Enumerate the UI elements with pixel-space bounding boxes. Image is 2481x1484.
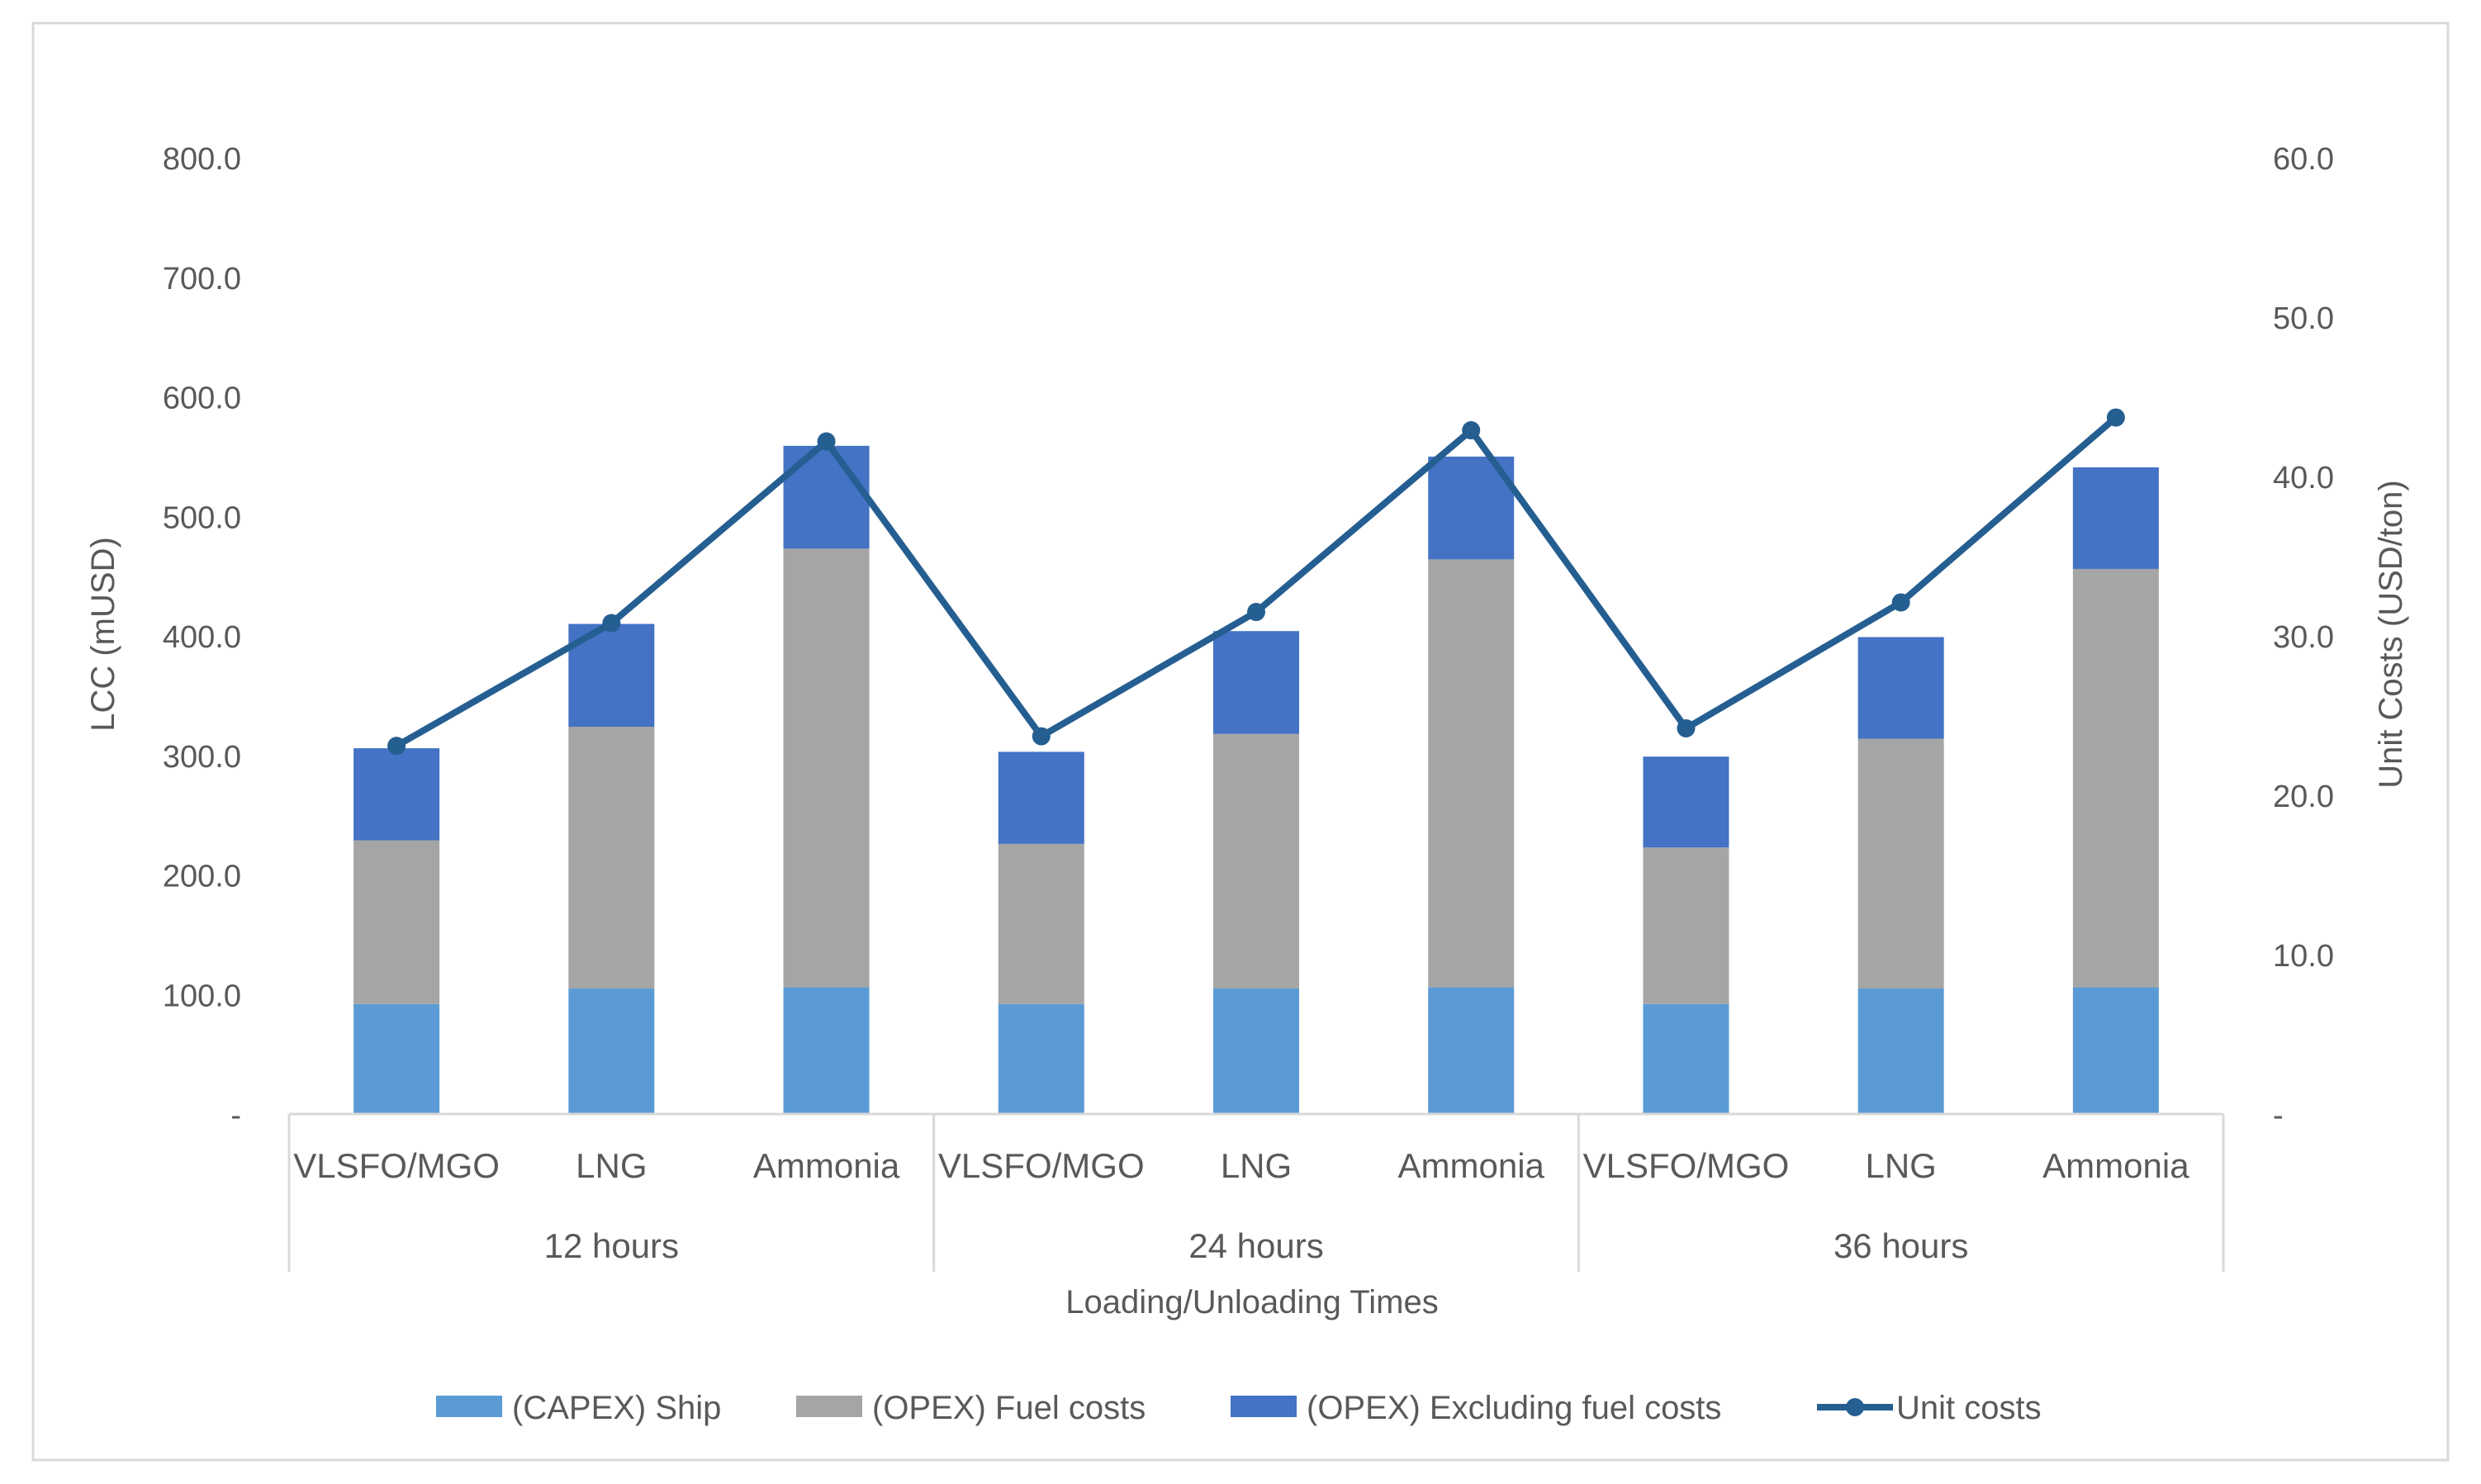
group-label: 24 hours — [1188, 1226, 1323, 1265]
unit-costs-point — [602, 614, 621, 633]
unit-costs-point — [1891, 593, 1910, 612]
legend-label: (OPEX) Fuel costs — [872, 1390, 1146, 1426]
y2-tick-label: 20.0 — [2273, 780, 2334, 814]
y2-tick-label: - — [2273, 1098, 2284, 1133]
legend-label: (OPEX) Excluding fuel costs — [1307, 1390, 1721, 1426]
legend-label: (CAPEX) Ship — [512, 1390, 721, 1426]
bar-segment — [998, 843, 1084, 1004]
bar-segment — [2072, 987, 2159, 1114]
group-label: 12 hours — [544, 1226, 679, 1265]
category-label: LNG — [1865, 1146, 1936, 1185]
bar-segment — [1428, 559, 1515, 988]
bar-segment — [2072, 568, 2159, 988]
category-label: VLSFO/MGO — [293, 1146, 500, 1185]
right-axis-ticks: - 10.0 20.0 30.0 40.0 50.0 60.0 — [2273, 142, 2334, 1133]
bar-segment — [568, 727, 655, 989]
bar-segment — [1213, 989, 1299, 1114]
bar-segment — [2072, 467, 2159, 569]
legend-marker — [1846, 1398, 1864, 1416]
legend-swatch — [436, 1396, 502, 1417]
y2-axis-title: Unit Costs (USD/ton) — [2373, 480, 2409, 788]
bar-segment — [998, 1003, 1084, 1114]
y2-tick-label: 60.0 — [2273, 142, 2334, 177]
y-tick-label: 700.0 — [163, 262, 241, 296]
unit-costs-point — [387, 737, 406, 756]
x-axis-title: Loading/Unloading Times — [1065, 1284, 1438, 1320]
bar-segment — [783, 445, 870, 549]
bar-segment — [568, 989, 655, 1114]
y-axis-title: LCC (mUSD) — [85, 537, 121, 732]
bar-segment — [1857, 738, 1944, 989]
bar-segment — [783, 987, 870, 1114]
y-tick-label: 600.0 — [163, 382, 241, 416]
category-label: Ammonia — [753, 1146, 900, 1185]
legend-swatch — [1231, 1396, 1297, 1417]
bar-segment — [1857, 989, 1944, 1114]
unit-costs-point — [1032, 727, 1051, 746]
group-labels: 12 hours 24 hours 36 hours — [544, 1226, 1969, 1265]
legend-label: Unit costs — [1896, 1390, 2042, 1426]
legend-swatch — [796, 1396, 862, 1417]
category-label: VLSFO/MGO — [938, 1146, 1145, 1185]
bar-segment — [1643, 756, 1729, 848]
bar-segment — [1857, 637, 1944, 739]
bar-segment — [1643, 1003, 1729, 1114]
bar-segment — [1213, 631, 1299, 734]
bar-segment — [1643, 847, 1729, 1004]
category-label: VLSFO/MGO — [1583, 1146, 1790, 1185]
unit-costs-point — [1462, 421, 1481, 440]
y2-tick-label: 50.0 — [2273, 301, 2334, 336]
y2-tick-label: 10.0 — [2273, 939, 2334, 974]
y-tick-label: 800.0 — [163, 142, 241, 177]
y-tick-label: 200.0 — [163, 860, 241, 894]
y-tick-label: 500.0 — [163, 500, 241, 535]
bar-segment — [1213, 733, 1299, 989]
category-label: Ammonia — [1398, 1146, 1545, 1185]
bar-segment — [353, 840, 440, 1004]
bar-segment — [1428, 987, 1515, 1114]
left-axis-ticks: - 100.0 200.0 300.0 400.0 500.0 600.0 700.0 800.… — [163, 142, 241, 1133]
y-tick-label: 300.0 — [163, 740, 241, 775]
bar-segment — [353, 748, 440, 841]
unit-costs-point — [817, 432, 836, 451]
unit-costs-point — [1677, 718, 1696, 737]
category-axis — [287, 1112, 2225, 1272]
unit-costs-point — [1247, 603, 1265, 622]
unit-costs-point — [2106, 408, 2125, 427]
bar-segment — [783, 548, 870, 988]
y-tick-label: 100.0 — [163, 979, 241, 1013]
y-tick-label: 400.0 — [163, 620, 241, 655]
bar-segment — [998, 751, 1084, 844]
unit-costs-line — [387, 408, 2125, 756]
group-label: 36 hours — [1833, 1226, 1968, 1265]
category-label: LNG — [576, 1146, 647, 1185]
y-tick-label: - — [230, 1098, 241, 1133]
category-label: Ammonia — [2042, 1146, 2189, 1185]
bar-segment — [353, 1003, 440, 1114]
legend: (CAPEX) Ship (OPEX) Fuel costs (OPEX) Excl… — [436, 1390, 2042, 1426]
bar-series — [353, 445, 2159, 1114]
category-label: LNG — [1221, 1146, 1292, 1185]
category-labels: VLSFO/MGO LNG Ammonia VLSFO/MGO LNG Ammonia VL… — [293, 1146, 2189, 1185]
y2-tick-label: 40.0 — [2273, 461, 2334, 495]
y2-tick-label: 30.0 — [2273, 620, 2334, 655]
